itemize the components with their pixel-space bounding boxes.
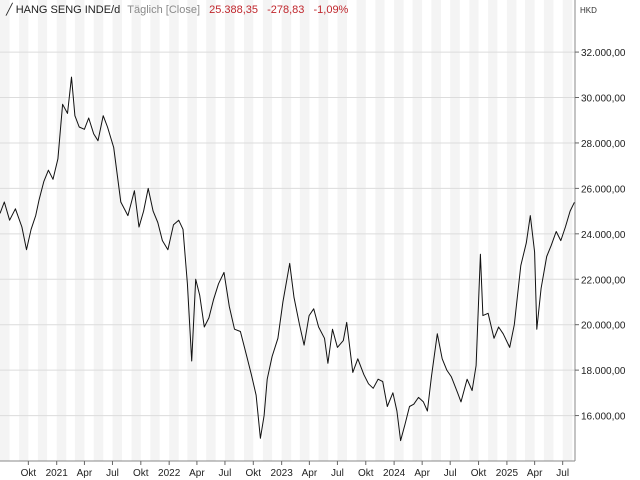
x-tick-label: Okt [133,468,149,479]
month-band [375,0,385,461]
month-band [224,0,235,461]
x-tick-label: 2021 [46,468,69,479]
month-band [299,0,310,461]
month-band [469,0,479,461]
month-band [562,0,573,461]
month-band [412,0,423,461]
x-tick-label: 2025 [496,468,519,479]
last-price: 25.388,35 [209,4,259,16]
month-band [0,0,10,461]
y-tick-label: 22.000,00 [581,275,626,286]
month-band [356,0,366,461]
x-tick-label: Okt [471,468,487,479]
price-change-percent: -1,09% [313,4,349,16]
x-tick-label: Apr [414,468,430,479]
y-tick-label: 28.000,00 [581,139,626,150]
month-band [93,0,104,461]
month-band [56,0,67,461]
month-band [150,0,160,461]
y-tick-label: 32.000,00 [581,48,626,59]
month-band [206,0,216,461]
x-axis: Okt 2021 Apr Jul Okt 2022 Apr Jul Okt 2023 Apr Jul O… [21,461,569,479]
month-band [19,0,29,461]
month-band [74,0,85,461]
y-tick-label: 18.000,00 [581,366,626,377]
month-band [262,0,273,461]
x-tick-label: 2023 [271,468,294,479]
x-tick-label: Apr [527,468,543,479]
chart-header: ╱ HANG SENG INDE/d Täglich [Close] 25.38… [6,3,348,16]
y-tick-label: 20.000,00 [581,321,626,332]
month-band [525,0,535,461]
x-tick-label: Okt [246,468,262,479]
month-band [112,0,123,461]
x-tick-label: Apr [77,468,93,479]
x-tick-label: 2022 [158,468,181,479]
currency-label: HKD [580,6,597,15]
y-axis: 16.000,00 18.000,00 20.000,00 22.000,00 24.0… [575,48,626,423]
price-change: -278,83 [267,4,305,16]
month-band [394,0,404,461]
x-tick-label: Jul [219,468,232,479]
month-band [244,0,254,461]
x-tick-label: Okt [21,468,37,479]
x-tick-label: Jul [444,468,457,479]
month-band [450,0,460,461]
month-band [37,0,48,461]
x-tick-label: Jul [331,468,344,479]
line-chart-icon: ╱ [6,4,13,16]
x-tick-label: Okt [358,468,374,479]
x-tick-label: Apr [189,468,205,479]
month-band [543,0,554,461]
instrument-name: HANG SENG INDE/d [15,4,121,16]
chart-mode: Täglich [Close] [127,4,201,16]
month-band [318,0,329,461]
y-tick-label: 24.000,00 [581,230,626,241]
month-band [337,0,347,461]
x-tick-label: 2024 [383,468,406,479]
x-tick-label: Apr [302,468,318,479]
month-band [281,0,292,461]
y-tick-label: 16.000,00 [581,412,626,423]
month-band [488,0,498,461]
month-band [506,0,517,461]
month-band [131,0,141,461]
series-line-hang-seng[interactable] [0,76,575,442]
month-band [187,0,197,461]
x-tick-label: Jul [556,468,569,479]
x-tick-label: Jul [106,468,119,479]
month-bands [0,0,573,461]
y-tick-label: 30.000,00 [581,94,626,105]
month-band [169,0,179,461]
y-tick-label: 26.000,00 [581,184,626,195]
month-band [431,0,441,461]
